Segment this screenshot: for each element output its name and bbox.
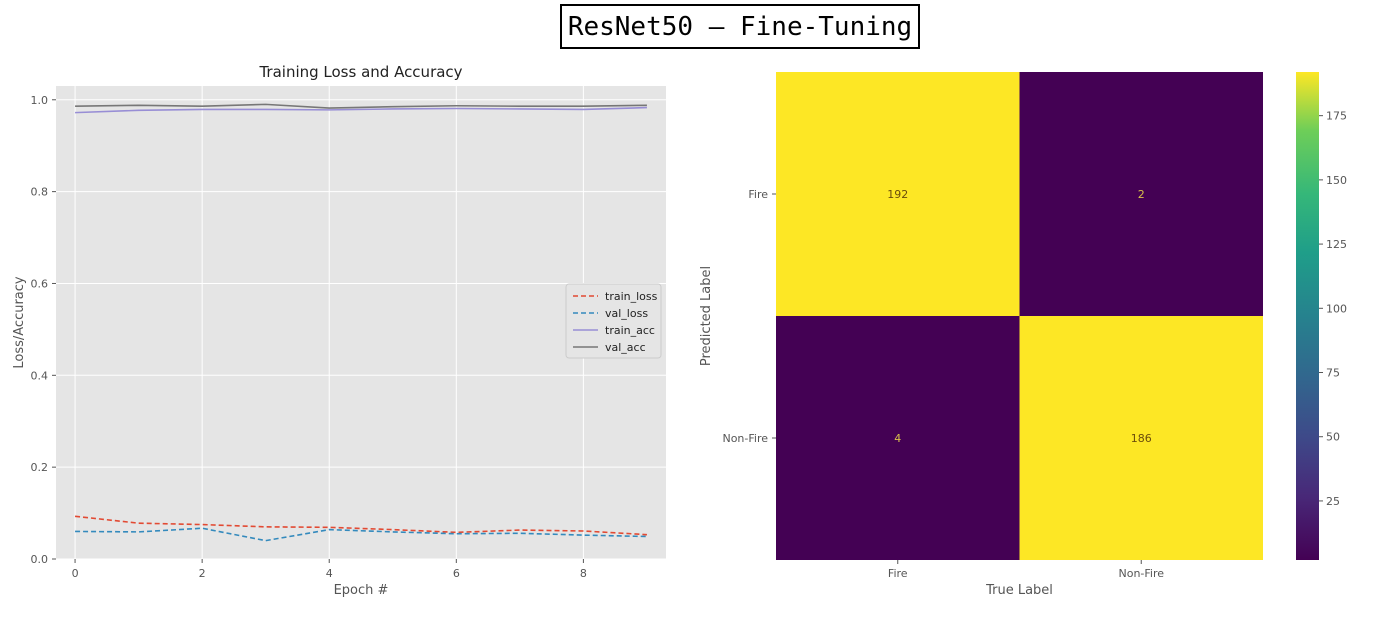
cell-value-label: 186 <box>1131 432 1152 445</box>
cell-value-label: 4 <box>894 432 901 445</box>
cell-value-label: 192 <box>887 188 908 201</box>
legend: train_loss val_loss train_acc val_acc <box>565 283 662 359</box>
x-tick-label: 0 <box>72 567 79 580</box>
legend-label-train_acc: train_acc <box>605 324 655 337</box>
x-tick-label: 4 <box>326 567 333 580</box>
y-tick-label: Fire <box>748 188 768 201</box>
x-axis-label: True Label <box>985 583 1053 598</box>
legend-box <box>565 283 662 359</box>
colorbar-tick-label: 25 <box>1326 495 1340 508</box>
heatmap-cell <box>776 72 1020 316</box>
colorbar <box>1296 72 1319 560</box>
y-tick-label: 0.8 <box>31 186 49 199</box>
heatmap-cell <box>1019 316 1263 560</box>
y-tick-label: 0.4 <box>31 369 49 382</box>
x-tick-label: 6 <box>453 567 460 580</box>
colorbar-tick-label: 75 <box>1326 367 1340 380</box>
x-tick-label: Non-Fire <box>1118 567 1164 580</box>
series-line-train_acc <box>75 106 647 114</box>
colorbar-tick-label: 175 <box>1326 110 1347 123</box>
y-tick-label: 0.2 <box>31 461 49 474</box>
series-line-val_loss <box>75 527 647 542</box>
x-tick-label: 2 <box>199 567 206 580</box>
colorbar-tick-label: 50 <box>1326 431 1340 444</box>
x-tick-label: 8 <box>580 567 587 580</box>
heatmap-cell <box>776 316 1020 560</box>
legend-label-val_loss: val_loss <box>605 307 648 320</box>
series-line-val_acc <box>75 103 647 109</box>
page-title: ResNet50 – Fine-Tuning <box>560 4 920 49</box>
line-chart: 0 2 4 6 8 0.0 0.2 0.4 0.6 0.8 1.0 Training Loss and… <box>12 63 666 598</box>
y-axis-label: Predicted Label <box>699 266 714 366</box>
colorbar-tick-label: 125 <box>1326 238 1347 251</box>
confusion-matrix-chart: 192 2 4 186 Fire Non-Fire Fire Non-Fire True Lab… <box>699 72 1347 598</box>
grid-lines <box>56 86 666 560</box>
chart-title: Training Loss and Accuracy <box>258 63 462 81</box>
x-axis-label: Epoch # <box>334 583 389 598</box>
heatmap-cell <box>1019 72 1263 316</box>
plot-area <box>56 86 666 559</box>
legend-label-train_loss: train_loss <box>605 290 658 303</box>
y-tick-label: 0.0 <box>31 553 49 566</box>
colorbar-tick-label: 150 <box>1326 174 1347 187</box>
legend-label-val_acc: val_acc <box>605 341 646 354</box>
colorbar-tick-label: 100 <box>1326 302 1347 315</box>
y-tick-label: Non-Fire <box>722 432 768 445</box>
y-tick-label: 1.0 <box>31 94 49 107</box>
y-axis-label: Loss/Accuracy <box>12 276 27 369</box>
cell-value-label: 2 <box>1138 188 1145 201</box>
x-tick-label: Fire <box>888 567 908 580</box>
y-tick-label: 0.6 <box>31 277 49 290</box>
